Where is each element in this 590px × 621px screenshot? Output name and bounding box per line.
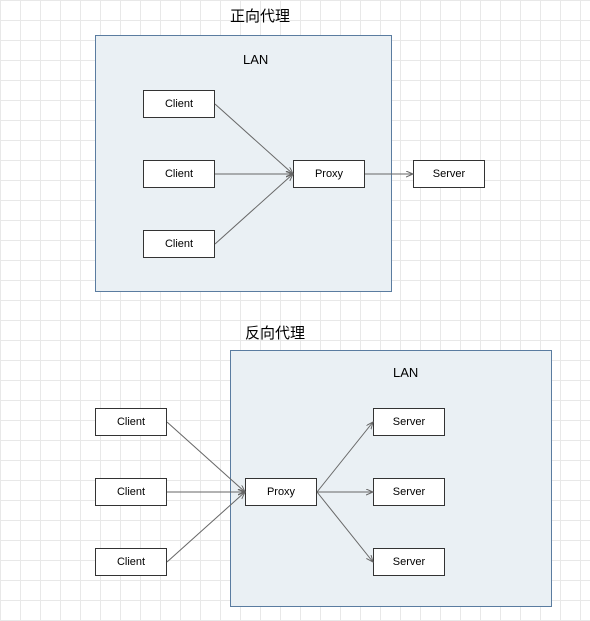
- diagram-canvas: 正向代理 LAN Client Client Client Proxy Serv…: [75, 0, 590, 621]
- forward-client-3: Client: [143, 230, 215, 258]
- forward-client-1: Client: [143, 90, 215, 118]
- reverse-proxy-title: 反向代理: [245, 322, 305, 343]
- reverse-client-2: Client: [95, 478, 167, 506]
- forward-client-2: Client: [143, 160, 215, 188]
- reverse-server-3: Server: [373, 548, 445, 576]
- reverse-server-1: Server: [373, 408, 445, 436]
- forward-server-node: Server: [413, 160, 485, 188]
- reverse-client-1: Client: [95, 408, 167, 436]
- forward-proxy-node: Proxy: [293, 160, 365, 188]
- reverse-lan-label: LAN: [393, 365, 418, 380]
- forward-lan-label: LAN: [243, 52, 268, 67]
- forward-proxy-title: 正向代理: [230, 5, 290, 26]
- reverse-client-3: Client: [95, 548, 167, 576]
- reverse-server-2: Server: [373, 478, 445, 506]
- reverse-proxy-node: Proxy: [245, 478, 317, 506]
